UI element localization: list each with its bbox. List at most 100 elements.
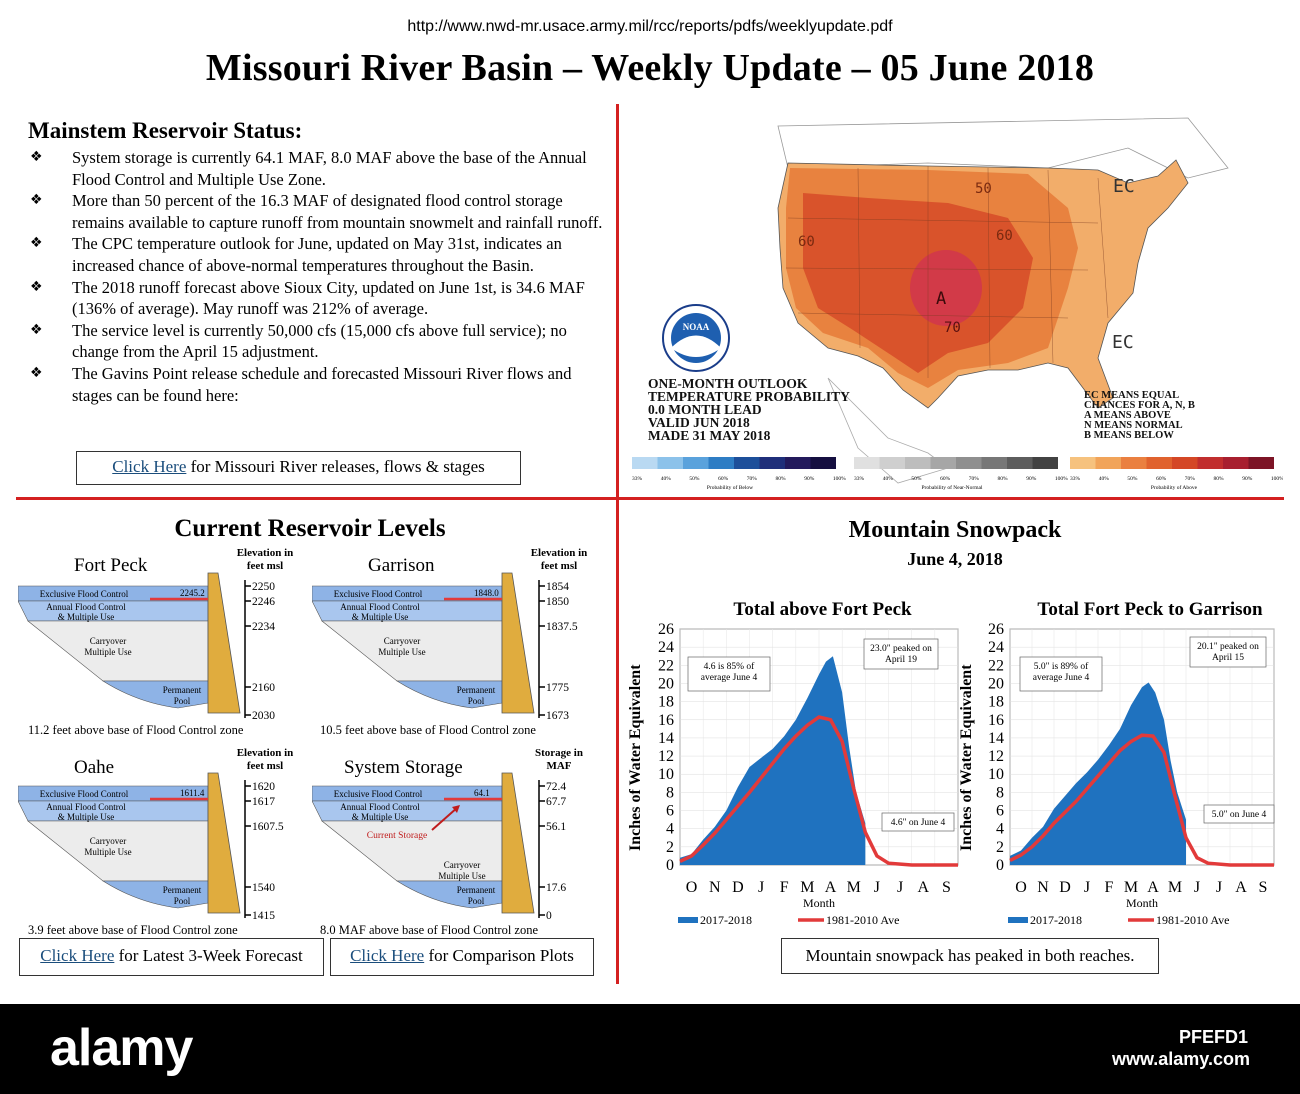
outlook-line: MADE 31 MAY 2018 xyxy=(648,428,771,443)
snowpack-summary-box: Mountain snowpack has peaked in both rea… xyxy=(781,938,1159,974)
chart-annotation: 4.6 is 85% of average June 4 xyxy=(687,656,771,692)
temperature-outlook-map: 50 60 60 70 A EC EC NOAA ONE-MONTH OUTLO… xyxy=(628,108,1284,496)
zone-label: Annual Flood Control xyxy=(46,602,126,612)
scale-swatch xyxy=(1172,457,1198,469)
scale-swatch xyxy=(683,457,709,469)
zone-label: Carryover xyxy=(444,860,480,870)
contour-label: A xyxy=(936,289,946,309)
x-tick-label: A xyxy=(1235,879,1247,896)
zone-label: Pool xyxy=(174,896,191,906)
axis-header-line: feet msl xyxy=(246,760,284,772)
y-tick-label: 6 xyxy=(996,803,1004,820)
elevation-tick-label: 2234 xyxy=(252,621,275,633)
scale-below-title: Probability of Below xyxy=(707,484,753,491)
scale-tick-label: 40% xyxy=(661,476,672,482)
contour-label: 70 xyxy=(944,320,961,336)
y-tick-label: 20 xyxy=(658,675,674,692)
x-tick-label: F xyxy=(1105,879,1114,896)
elevation-tick-label: 1607.5 xyxy=(252,821,284,833)
scale-swatch xyxy=(1032,457,1058,469)
elevation-tick-label: 1850 xyxy=(546,596,569,608)
y-tick-label: 0 xyxy=(996,857,1004,874)
zone-label: & Multiple Use xyxy=(58,812,115,822)
current-storage-label: Current Storage xyxy=(367,831,427,841)
scale-tick-label: 33% xyxy=(854,476,865,482)
zone-label: Multiple Use xyxy=(438,871,485,881)
mainstem-bullet: ❖ The CPC temperature outlook for June, u… xyxy=(30,234,562,275)
zone-label: Annual Flood Control xyxy=(340,602,420,612)
forecast-link[interactable]: Click Here xyxy=(40,946,115,965)
snowpack-heading: Mountain Snowpack xyxy=(848,517,1062,543)
y-tick-label: 20 xyxy=(988,675,1004,692)
reservoir-note: 11.2 feet above base of Flood Control zo… xyxy=(28,723,244,737)
legend-label: 1981-2010 Ave xyxy=(826,913,899,927)
legend-label: 1981-2010 Ave xyxy=(1156,913,1229,927)
series-line-average xyxy=(679,715,958,867)
scale-tick-label: 90% xyxy=(1242,476,1253,482)
dam-icon xyxy=(501,772,535,914)
scale-tick-label: 100% xyxy=(833,476,846,482)
x-tick-label: O xyxy=(686,879,698,896)
scale-tick-label: 100% xyxy=(1271,476,1283,482)
contour-label: 60 xyxy=(798,234,815,250)
dam-icon xyxy=(207,772,241,914)
y-tick-label: 10 xyxy=(988,766,1004,783)
reservoir-name: Oahe xyxy=(74,757,115,778)
noaa-logo-label: NOAA xyxy=(683,322,710,332)
arrow-icon xyxy=(431,806,459,831)
scale-tick-label: 50% xyxy=(1127,476,1138,482)
releases-link[interactable]: Click Here xyxy=(112,457,187,476)
x-tick-label: J xyxy=(897,879,903,896)
current-level-value: 2245.2 xyxy=(180,588,205,598)
elevation-tick-label: 0 xyxy=(546,910,552,922)
x-tick-label: A xyxy=(825,879,837,896)
zone-label: Pool xyxy=(468,696,485,706)
zone-label: Exclusive Flood Control xyxy=(334,589,423,599)
scale-swatch xyxy=(981,457,1007,469)
x-tick-label: J xyxy=(874,879,880,896)
chart-title: Total Fort Peck to Garrison xyxy=(1037,599,1263,620)
elevation-tick-label: 1854 xyxy=(546,581,569,593)
y-tick-label: 22 xyxy=(658,657,674,674)
x-tick-label: S xyxy=(1259,879,1268,896)
scale-tick-label: 70% xyxy=(1185,476,1196,482)
y-tick-label: 14 xyxy=(988,730,1004,747)
reservoir-name: Garrison xyxy=(368,555,435,576)
scale-tick-label: 60% xyxy=(718,476,729,482)
zone-label: Exclusive Flood Control xyxy=(40,789,129,799)
scale-below: 33% 40% 50% 60% 70% 80% 90% 100% xyxy=(632,457,846,482)
elevation-header: Elevation in feet msl xyxy=(524,547,594,573)
y-tick-label: 12 xyxy=(988,748,1004,765)
scale-tick-label: 60% xyxy=(1156,476,1167,482)
scale-swatch xyxy=(632,457,658,469)
legend-swatch-2017-2018 xyxy=(1008,917,1028,923)
zone-label: Permanent xyxy=(163,685,202,695)
x-tick-label: J xyxy=(1084,879,1090,896)
x-tick-label: D xyxy=(732,879,744,896)
elevation-tick-label: 67.7 xyxy=(546,796,566,808)
elevation-tick-label: 1673 xyxy=(546,710,569,722)
scale-above-title: Probability of Above xyxy=(1151,484,1198,491)
watermark-footer xyxy=(0,1004,1300,1094)
comparison-link[interactable]: Click Here xyxy=(350,946,425,965)
scale-swatch xyxy=(879,457,905,469)
current-level-value: 64.1 xyxy=(474,788,490,798)
elevation-tick-label: 1620 xyxy=(252,781,275,793)
y-tick-label: 22 xyxy=(988,657,1004,674)
mainstem-bullet: ❖ The service level is currently 50,000 c… xyxy=(30,320,567,362)
reservoir-panel: Garrison Elevation in feet msl 1848.0 Exclus… xyxy=(312,545,602,745)
comparison-link-box: Click Here for Comparison Plots xyxy=(330,938,594,976)
contour-label: EC xyxy=(1113,176,1135,197)
y-tick-label: 24 xyxy=(658,639,674,656)
map-legend-line: CHANCES FOR A, N, B xyxy=(1084,400,1195,411)
dam-icon xyxy=(501,572,535,714)
x-axis-label: Month xyxy=(1126,896,1158,910)
alamy-logo: alamy xyxy=(50,1019,193,1077)
outlook-line: TEMPERATURE PROBABILITY xyxy=(648,389,850,404)
forecast-link-box: Click Here for Latest 3-Week Forecast xyxy=(19,938,324,976)
x-tick-label: O xyxy=(1015,879,1027,896)
elevation-tick-label: 2030 xyxy=(252,710,275,722)
map-legend-line: EC MEANS EQUAL xyxy=(1084,390,1179,401)
